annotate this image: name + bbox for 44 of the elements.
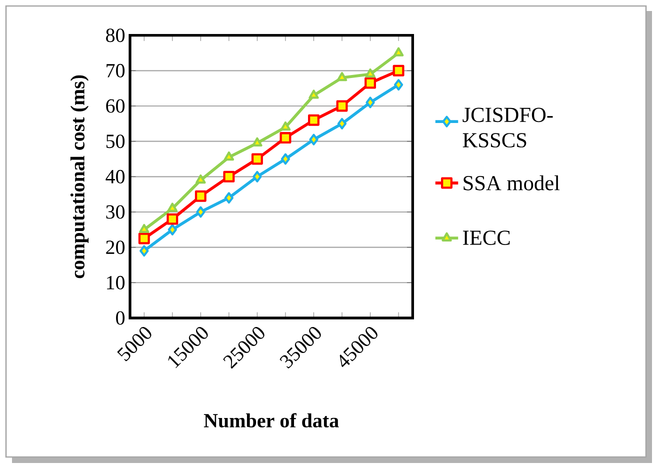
legend-label: SSA model	[464, 175, 560, 190]
y-tick-label: 20	[106, 240, 125, 254]
point	[224, 151, 234, 161]
point	[196, 206, 206, 218]
point	[280, 132, 292, 144]
point	[252, 170, 262, 182]
y-tick-label: 70	[106, 64, 125, 78]
y-tick-label: 60	[106, 99, 125, 113]
point	[364, 77, 376, 89]
point	[140, 245, 149, 257]
point	[166, 213, 178, 225]
point	[365, 68, 376, 78]
point	[336, 100, 348, 112]
y-tick-label: 80	[106, 28, 125, 42]
point	[196, 174, 206, 184]
point	[394, 79, 404, 91]
point	[308, 90, 319, 99]
point	[139, 224, 150, 234]
point	[308, 114, 320, 126]
legend-label: JCISDFO-KSSCS	[462, 108, 553, 148]
y-tick-label: 10	[107, 276, 125, 290]
point	[336, 72, 348, 82]
point	[138, 232, 150, 244]
point	[393, 47, 404, 56]
point	[252, 137, 262, 146]
point	[280, 153, 290, 165]
point	[167, 202, 178, 212]
point	[280, 121, 291, 131]
point	[337, 118, 347, 130]
point	[366, 96, 375, 108]
x-axis-title: Number of data	[204, 413, 339, 428]
y-axis-title: computational cost (ms)	[70, 75, 89, 278]
legend-label: IECC	[463, 230, 510, 245]
point	[251, 153, 263, 165]
point	[223, 170, 235, 182]
point	[309, 134, 318, 146]
y-tick-label: 40	[106, 170, 125, 184]
point	[194, 190, 206, 202]
point	[168, 224, 177, 236]
y-tick-label: 30	[106, 205, 125, 219]
point	[392, 64, 404, 76]
point	[224, 192, 234, 204]
y-tick-label: 50	[106, 134, 125, 148]
y-tick-label: 0	[116, 311, 125, 325]
